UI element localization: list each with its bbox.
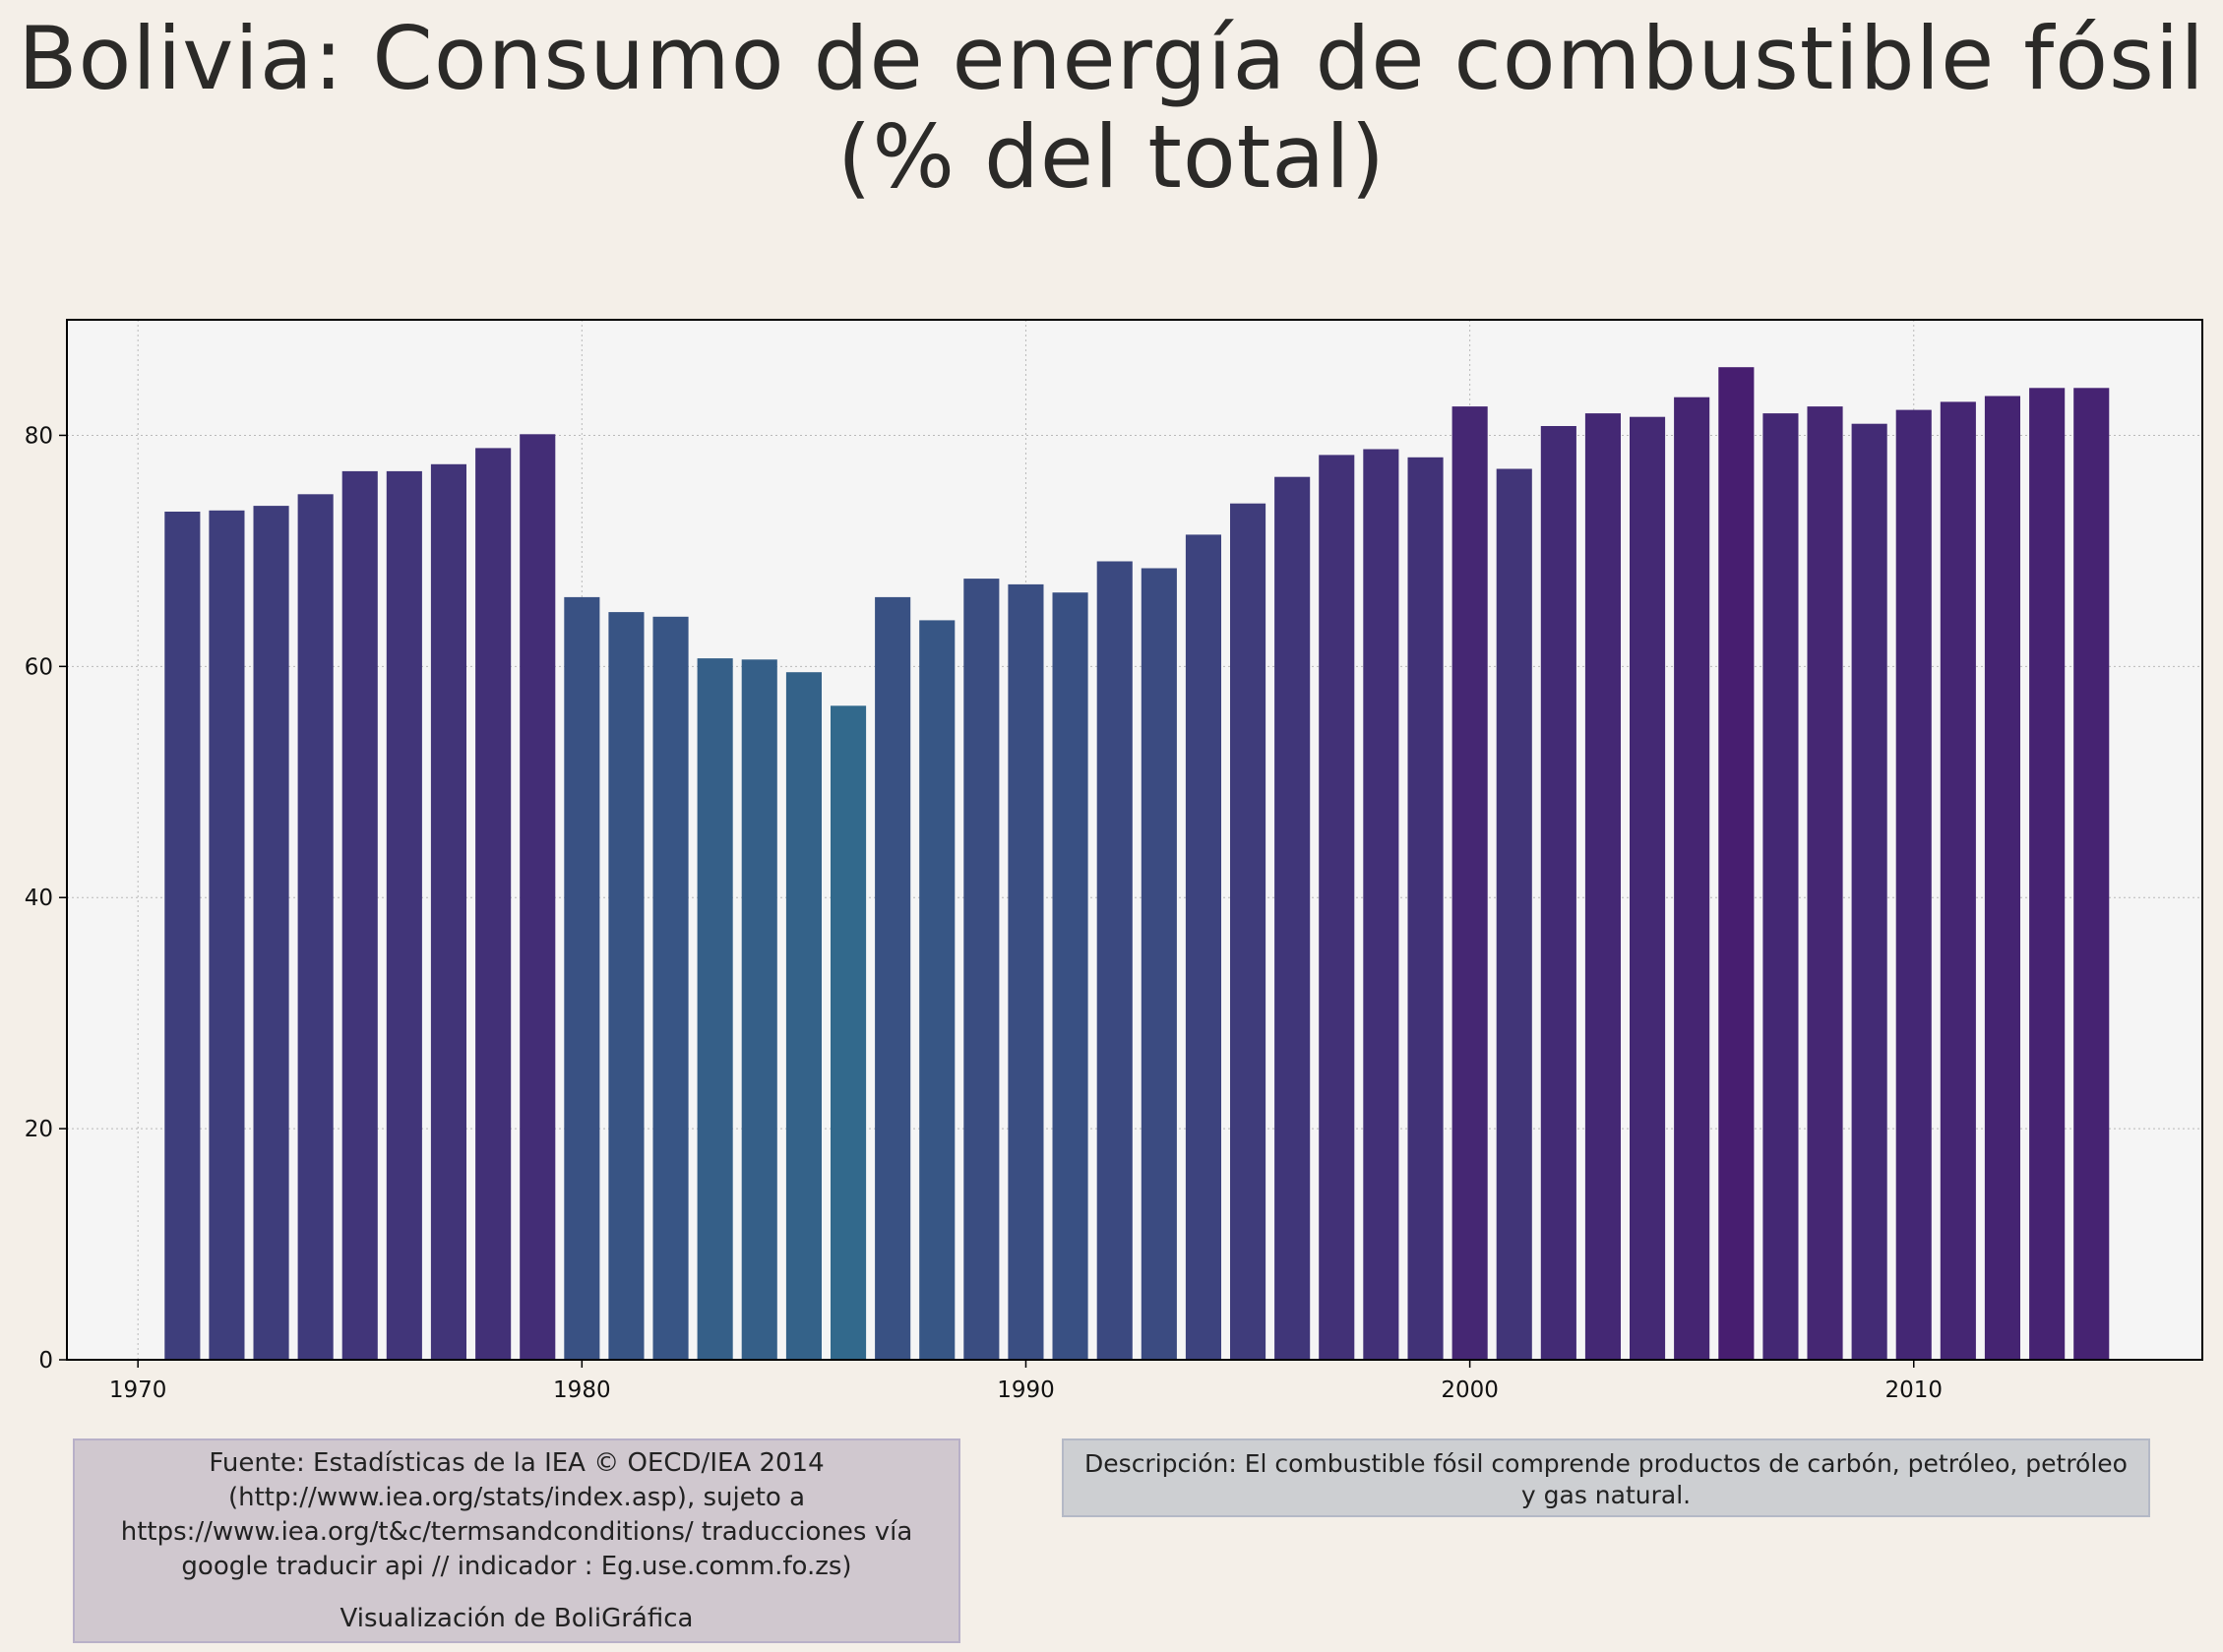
chart-title-line-1: Bolivia: Consumo de energía de combustib… — [18, 8, 2205, 109]
bar-2009 — [1851, 423, 1887, 1360]
bar-1988 — [919, 620, 956, 1360]
x-tick-label: 1990 — [997, 1377, 1055, 1403]
bar-2004 — [1630, 416, 1666, 1360]
bar-1992 — [1096, 561, 1133, 1360]
bar-2014 — [2073, 388, 2110, 1360]
bar-2013 — [2029, 388, 2066, 1360]
bar-1978 — [475, 448, 512, 1360]
source-note-box: Fuente: Estadísticas de la IEA © OECD/IE… — [73, 1438, 960, 1643]
bar-1977 — [430, 463, 466, 1360]
bar-2012 — [1984, 396, 2020, 1360]
bar-1986 — [831, 705, 867, 1360]
bar-1995 — [1230, 503, 1266, 1360]
bar-1980 — [564, 596, 600, 1360]
x-tick-label: 2000 — [1441, 1377, 1499, 1403]
bar-1973 — [253, 506, 289, 1360]
bar-2001 — [1496, 468, 1532, 1360]
bars — [164, 367, 2110, 1361]
bar-1981 — [608, 612, 645, 1360]
bar-1999 — [1407, 457, 1444, 1360]
bar-1985 — [785, 672, 822, 1360]
bar-2003 — [1584, 413, 1621, 1361]
bar-2005 — [1674, 397, 1710, 1360]
bar-1982 — [652, 616, 689, 1360]
chart-title-line-2: (% del total) — [837, 106, 1386, 208]
y-tick-label: 40 — [25, 886, 53, 911]
plot-frame — [66, 319, 2203, 1361]
bar-1974 — [297, 494, 334, 1360]
bar-1987 — [875, 596, 911, 1360]
bar-1989 — [963, 579, 1000, 1360]
source-text: Fuente: Estadísticas de la IEA © OECD/IE… — [120, 1448, 913, 1581]
chart-title: Bolivia: Consumo de energía de combustib… — [0, 10, 2223, 207]
bar-1983 — [697, 658, 733, 1360]
bar-2000 — [1451, 406, 1488, 1361]
description-box: Descripción: El combustible fósil compre… — [1062, 1438, 2150, 1517]
y-tick-label: 60 — [25, 654, 53, 680]
bar-1990 — [1008, 583, 1044, 1360]
bar-2010 — [1895, 409, 1932, 1361]
y-tick-label: 20 — [25, 1117, 53, 1142]
bar-1993 — [1141, 568, 1177, 1360]
y-tick-label: 80 — [25, 423, 53, 449]
bar-1971 — [164, 512, 201, 1360]
bar-1998 — [1363, 449, 1399, 1360]
credit-text: Visualización de BoliGráfica — [340, 1604, 694, 1633]
x-tick-label: 1980 — [553, 1377, 611, 1403]
bar-1994 — [1185, 534, 1221, 1360]
x-tick-label: 2010 — [1884, 1377, 1943, 1403]
bar-1984 — [741, 659, 777, 1360]
plot-area — [67, 320, 2202, 1360]
description-text: Descripción: El combustible fósil compre… — [1084, 1449, 2128, 1509]
bar-1976 — [386, 470, 422, 1360]
bar-2011 — [1940, 401, 1976, 1360]
axis-ticks: 1970 1980 1990 2000 2010 0 20 40 60 80 — [25, 423, 1943, 1403]
bar-2006 — [1718, 367, 1755, 1360]
bar-1991 — [1052, 592, 1088, 1360]
bar-1979 — [520, 434, 556, 1360]
bar-1997 — [1319, 455, 1355, 1360]
bar-1972 — [209, 510, 245, 1360]
bar-2007 — [1762, 413, 1799, 1361]
bar-1996 — [1274, 476, 1311, 1360]
bar-2008 — [1807, 406, 1843, 1361]
x-tick-label: 1970 — [109, 1377, 167, 1403]
bar-1975 — [341, 470, 378, 1360]
bar-2002 — [1540, 426, 1576, 1360]
y-tick-label: 0 — [38, 1348, 53, 1374]
